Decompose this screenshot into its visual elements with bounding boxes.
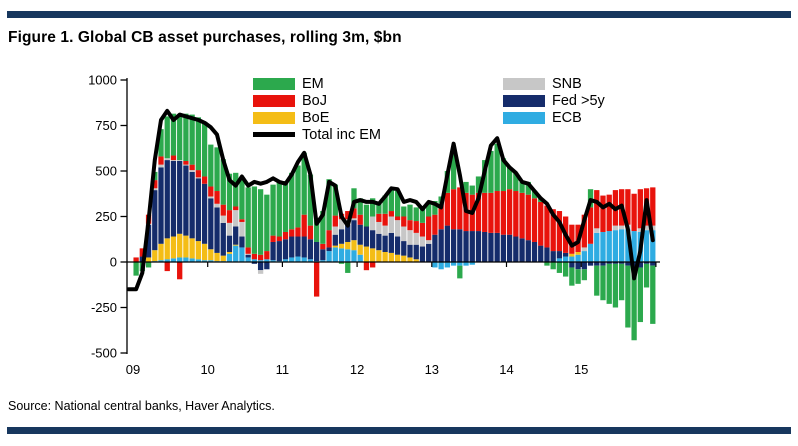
legend-item-boe: BoE: [253, 109, 381, 126]
svg-text:15: 15: [574, 362, 588, 377]
svg-text:750: 750: [95, 118, 117, 133]
top-rule: [7, 11, 791, 18]
legend-label-boj: BoJ: [302, 92, 327, 109]
source-text: Source: National central banks, Haver An…: [8, 399, 275, 413]
legend-item-fed: Fed >5y: [503, 92, 605, 109]
svg-text:250: 250: [95, 209, 117, 224]
boj-swatch: [253, 94, 295, 107]
legend-label-ecb: ECB: [552, 109, 582, 126]
page-title: Figure 1. Global CB asset purchases, rol…: [8, 29, 402, 46]
legend-label-snb: SNB: [552, 75, 582, 92]
snb-swatch: [503, 77, 545, 90]
legend-label-fed: Fed >5y: [552, 92, 605, 109]
em-swatch: [253, 77, 295, 90]
svg-text:-500: -500: [91, 346, 117, 361]
legend-label-em: EM: [302, 75, 324, 92]
chart-legend-right: SNB Fed >5y ECB: [503, 75, 605, 126]
svg-text:10: 10: [200, 362, 214, 377]
svg-text:12: 12: [350, 362, 364, 377]
total-line-swatch: [253, 132, 295, 137]
chart-legend-left: EM BoJ BoE Total inc EM: [253, 75, 381, 143]
fed-swatch: [503, 94, 545, 107]
svg-text:-250: -250: [91, 300, 117, 315]
svg-text:1000: 1000: [88, 73, 117, 88]
svg-text:500: 500: [95, 164, 117, 179]
svg-text:13: 13: [425, 362, 439, 377]
svg-text:0: 0: [110, 255, 117, 270]
legend-item-total: Total inc EM: [253, 126, 381, 143]
ecb-swatch: [503, 111, 545, 124]
legend-item-ecb: ECB: [503, 109, 605, 126]
svg-text:11: 11: [276, 362, 290, 377]
legend-label-boe: BoE: [302, 109, 330, 126]
svg-text:14: 14: [499, 362, 513, 377]
boe-swatch: [253, 111, 295, 124]
legend-label-total: Total inc EM: [302, 126, 381, 143]
svg-text:09: 09: [126, 362, 140, 377]
legend-item-snb: SNB: [503, 75, 605, 92]
legend-item-em: EM: [253, 75, 381, 92]
bottom-rule: [7, 427, 791, 434]
legend-item-boj: BoJ: [253, 92, 381, 109]
